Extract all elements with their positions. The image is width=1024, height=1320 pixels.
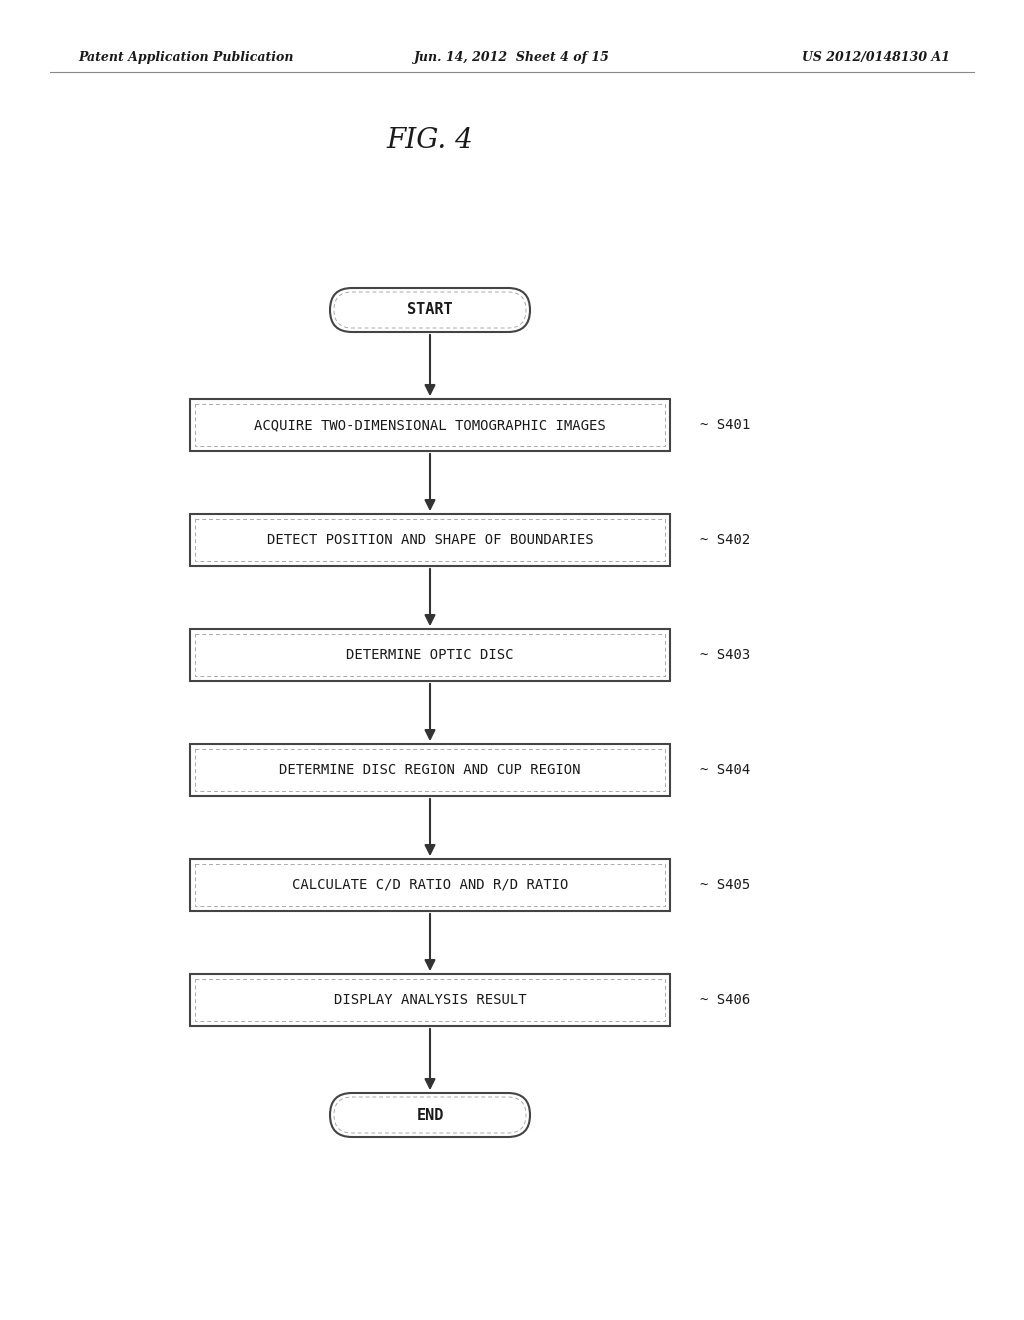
Text: ~ S403: ~ S403 bbox=[700, 648, 751, 663]
Text: ~ S406: ~ S406 bbox=[700, 993, 751, 1007]
FancyBboxPatch shape bbox=[330, 1093, 530, 1137]
Text: ACQUIRE TWO-DIMENSIONAL TOMOGRAPHIC IMAGES: ACQUIRE TWO-DIMENSIONAL TOMOGRAPHIC IMAG… bbox=[254, 418, 606, 432]
FancyBboxPatch shape bbox=[190, 513, 670, 566]
Text: ~ S401: ~ S401 bbox=[700, 418, 751, 432]
Text: END: END bbox=[417, 1107, 443, 1122]
Text: START: START bbox=[408, 302, 453, 318]
Text: DETERMINE DISC REGION AND CUP REGION: DETERMINE DISC REGION AND CUP REGION bbox=[280, 763, 581, 777]
FancyBboxPatch shape bbox=[190, 974, 670, 1026]
Text: ~ S402: ~ S402 bbox=[700, 533, 751, 546]
FancyBboxPatch shape bbox=[190, 859, 670, 911]
Text: DISPLAY ANALYSIS RESULT: DISPLAY ANALYSIS RESULT bbox=[334, 993, 526, 1007]
Text: ~ S405: ~ S405 bbox=[700, 878, 751, 892]
FancyBboxPatch shape bbox=[330, 288, 530, 333]
Text: ~ S404: ~ S404 bbox=[700, 763, 751, 777]
Text: Jun. 14, 2012  Sheet 4 of 15: Jun. 14, 2012 Sheet 4 of 15 bbox=[414, 51, 610, 65]
FancyBboxPatch shape bbox=[190, 399, 670, 451]
FancyBboxPatch shape bbox=[190, 744, 670, 796]
Text: CALCULATE C/D RATIO AND R/D RATIO: CALCULATE C/D RATIO AND R/D RATIO bbox=[292, 878, 568, 892]
Text: DETECT POSITION AND SHAPE OF BOUNDARIES: DETECT POSITION AND SHAPE OF BOUNDARIES bbox=[266, 533, 593, 546]
Text: FIG. 4: FIG. 4 bbox=[387, 127, 473, 153]
Text: US 2012/0148130 A1: US 2012/0148130 A1 bbox=[802, 51, 950, 65]
Text: Patent Application Publication: Patent Application Publication bbox=[78, 51, 294, 65]
Text: DETERMINE OPTIC DISC: DETERMINE OPTIC DISC bbox=[346, 648, 514, 663]
FancyBboxPatch shape bbox=[190, 630, 670, 681]
